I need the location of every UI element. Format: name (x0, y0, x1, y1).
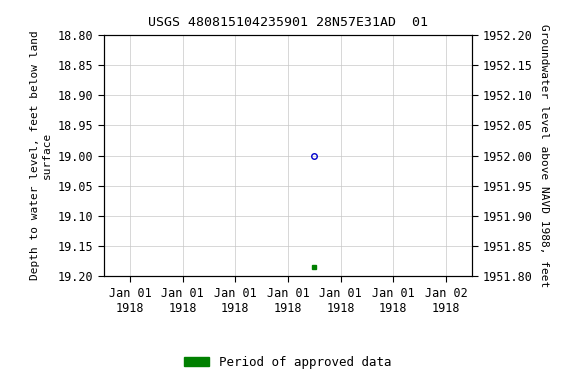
Y-axis label: Depth to water level, feet below land
surface: Depth to water level, feet below land su… (31, 31, 52, 280)
Legend: Period of approved data: Period of approved data (179, 351, 397, 374)
Y-axis label: Groundwater level above NAVD 1988, feet: Groundwater level above NAVD 1988, feet (539, 24, 550, 287)
Title: USGS 480815104235901 28N57E31AD  01: USGS 480815104235901 28N57E31AD 01 (148, 16, 428, 29)
